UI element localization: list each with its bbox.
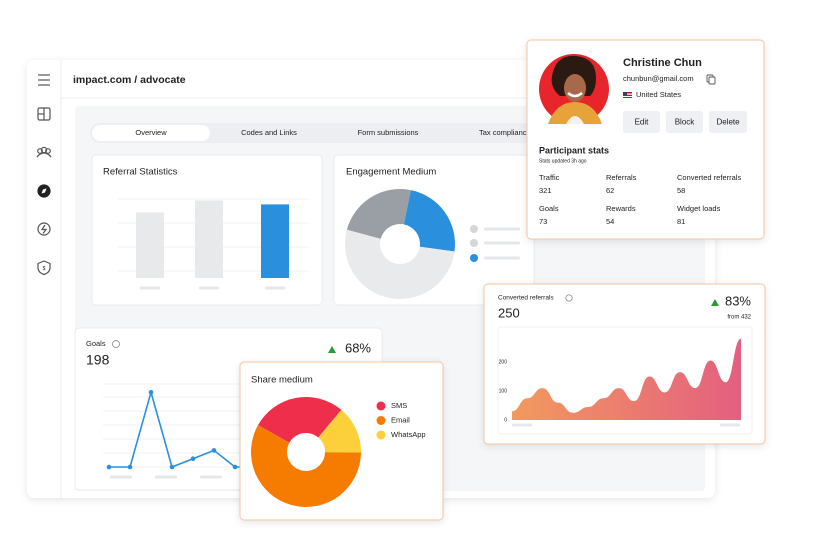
bar: [261, 204, 289, 278]
button[interactable]: [666, 111, 703, 133]
legend-dot: [376, 416, 386, 425]
stat-label: Rewards: [606, 204, 636, 213]
stat-value: 73: [539, 217, 547, 226]
goals-point: [148, 390, 154, 395]
stat-value: 54: [606, 217, 614, 226]
stat-value: 62: [606, 186, 614, 195]
tab[interactable]: Tax compliance: [479, 128, 531, 137]
converted-from: from 432: [727, 315, 751, 321]
card-title: Converted referrals: [498, 295, 554, 302]
card-title: Engagement Medium: [346, 167, 436, 178]
profile-country: United States: [636, 90, 681, 99]
goals-point: [211, 448, 217, 453]
converted-value: 250: [498, 305, 520, 320]
button-label[interactable]: Block: [675, 118, 696, 127]
stats-note: Stats updated 3h ago: [539, 158, 587, 164]
tab[interactable]: Codes and Links: [241, 128, 297, 137]
placeholder: [110, 475, 132, 479]
active-tab[interactable]: [92, 125, 210, 141]
stat-value: 58: [677, 186, 685, 195]
help-icon: [565, 294, 573, 302]
placeholder: [200, 475, 222, 479]
goals-point: [169, 464, 175, 470]
stat-label: Widget loads: [677, 204, 721, 213]
y-tick-label: 100: [499, 388, 508, 394]
placeholder: [199, 286, 219, 290]
pie-slice: [250, 425, 361, 508]
goals-value: 198: [86, 352, 110, 368]
card-title: Goals: [86, 339, 106, 348]
svg-text:$: $: [43, 266, 46, 272]
layout-icon[interactable]: [37, 107, 51, 121]
placeholder: [484, 227, 520, 231]
y-tick-label: 0: [504, 417, 507, 423]
stat-label: Referrals: [606, 173, 637, 182]
legend-label: WhatsApp: [391, 430, 426, 439]
up-arrow: [328, 346, 336, 353]
goals-point: [190, 456, 196, 462]
bar: [195, 200, 223, 278]
pie-slice: [403, 190, 455, 252]
pie-slice: [318, 409, 361, 453]
legend-dot: [470, 225, 478, 233]
button-label[interactable]: Edit: [635, 118, 650, 127]
stat-value: 321: [539, 186, 552, 195]
placeholder: [265, 286, 285, 290]
stats-title: Participant stats: [539, 145, 609, 155]
goals-point: [106, 464, 112, 470]
legend-dot: [376, 430, 386, 440]
flag-icon: [623, 92, 632, 98]
pie-slice: [346, 189, 411, 239]
menu-icon[interactable]: [38, 74, 50, 86]
button[interactable]: [709, 111, 747, 133]
placeholder: [140, 286, 160, 290]
copy-icon[interactable]: [706, 74, 716, 85]
legend-label: Email: [391, 415, 410, 424]
placeholder: [155, 475, 177, 479]
sidebar: $: [36, 74, 52, 276]
card-title: Share medium: [251, 375, 313, 386]
goals-point: [232, 464, 238, 470]
area: [512, 338, 741, 420]
legend-dot: [470, 254, 478, 262]
y-tick-label: 200: [499, 359, 508, 365]
pie-slice: [257, 397, 342, 443]
card-title: Referral Statistics: [103, 167, 178, 178]
compass-icon[interactable]: [37, 184, 51, 198]
up-arrow: [711, 299, 719, 306]
help-icon: [112, 340, 120, 348]
pie-slice: [344, 229, 455, 300]
profile-email: chunbun@gmail.com: [623, 74, 694, 83]
button[interactable]: [623, 111, 660, 133]
tab[interactable]: Form submissions: [358, 128, 419, 137]
app-title: impact.com / advocate: [73, 74, 186, 86]
shield-icon[interactable]: $: [37, 260, 51, 276]
tab[interactable]: Overview: [135, 128, 167, 137]
placeholder: [484, 241, 520, 245]
profile-name: Christine Chun: [623, 57, 702, 69]
button-label[interactable]: Delete: [716, 118, 740, 127]
stat-label: Goals: [539, 204, 559, 213]
people-icon[interactable]: [36, 146, 52, 158]
avatar: [539, 54, 609, 124]
converted-change: 83%: [725, 293, 751, 308]
goals-line: [109, 389, 256, 469]
goals-change: 68%: [345, 340, 371, 355]
stat-label: Converted referrals: [677, 173, 741, 182]
stat-label: Traffic: [539, 173, 560, 182]
placeholder: [484, 256, 520, 260]
placeholder: [512, 423, 532, 427]
placeholder: [720, 423, 740, 427]
bar: [136, 212, 164, 278]
rewards-icon[interactable]: [37, 222, 51, 236]
legend-dot: [470, 239, 478, 247]
legend-dot: [376, 401, 386, 411]
legend-label: SMS: [391, 401, 407, 410]
stat-value: 81: [677, 217, 685, 226]
tabs: Overview Codes and Links Form submissions T…: [135, 128, 531, 137]
goals-point: [127, 464, 133, 470]
